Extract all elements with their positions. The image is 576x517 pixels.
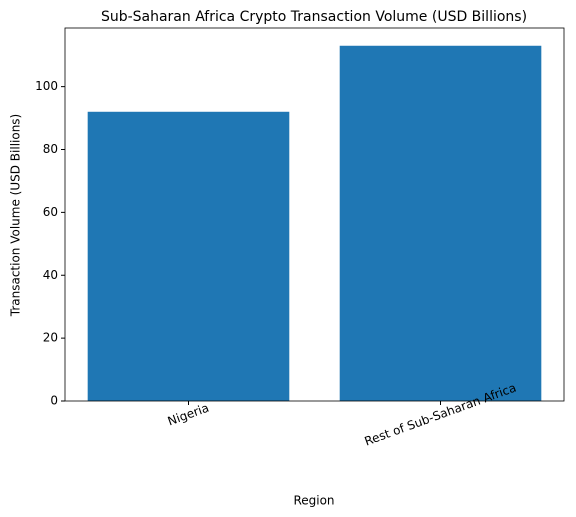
x-axis-label: Region	[293, 494, 334, 508]
plot-frame	[64, 27, 565, 402]
chart-title: Sub-Saharan Africa Crypto Transaction Vo…	[101, 9, 527, 25]
y-tick-label: 0	[50, 394, 58, 408]
y-tick-label: 20	[43, 331, 58, 345]
y-tick-label: 60	[43, 205, 58, 219]
y-tick-label: 100	[35, 79, 58, 93]
y-axis-label: Transaction Volume (USD Billions)	[9, 114, 23, 318]
bar	[339, 45, 542, 402]
y-tick-label: 80	[43, 142, 58, 156]
bar	[87, 111, 290, 401]
y-tick-label: 40	[43, 268, 58, 282]
